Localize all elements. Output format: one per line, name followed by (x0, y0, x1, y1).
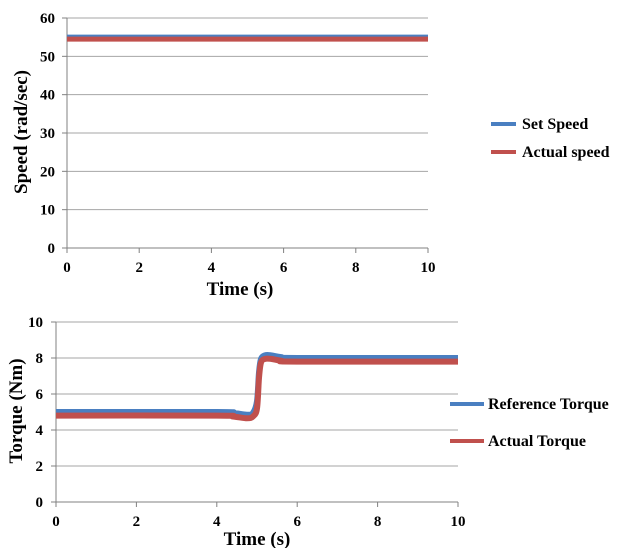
torque-legend: Reference Torque Actual Torque (450, 396, 609, 450)
speed-legend-label: Actual speed (522, 144, 610, 161)
speed-y-tick-label: 0 (48, 241, 56, 257)
speed-y-axis-title: Speed (rad/sec) (11, 70, 32, 194)
speed-x-tick-label: 6 (280, 260, 288, 276)
speed-y-tick-label: 60 (40, 11, 55, 27)
torque-y-tick-label: 6 (36, 387, 44, 403)
speed-x-tick-label: 0 (63, 260, 71, 276)
torque-y-tick-label: 10 (28, 315, 43, 331)
speed-legend-label: Set Speed (522, 116, 588, 133)
torque-chart: 0 2 4 6 8 10 0 2 4 6 8 10 Time (s) Torque (Nm) Refe… (6, 315, 609, 548)
torque-x-tick-label: 4 (213, 514, 221, 530)
speed-y-tick-label: 50 (40, 49, 55, 65)
torque-y-tick-label: 0 (36, 495, 44, 511)
speed-y-tick-label: 40 (40, 88, 55, 104)
speed-x-tick-label: 4 (208, 260, 216, 276)
torque-y-axis-title: Torque (Nm) (6, 358, 27, 463)
torque-x-tick-label: 6 (293, 514, 301, 530)
speed-legend: Set Speed Actual speed (491, 116, 610, 161)
speed-y-tick-label: 20 (40, 164, 55, 180)
torque-x-tick-label: 2 (133, 514, 141, 530)
torque-y-tick-label: 4 (36, 423, 44, 439)
speed-x-tick-label: 2 (135, 260, 143, 276)
speed-x-axis-title: Time (s) (207, 279, 274, 300)
torque-legend-label: Actual Torque (488, 433, 586, 450)
torque-legend-label: Reference Torque (488, 396, 609, 413)
speed-x-tick-label: 10 (421, 260, 436, 276)
torque-x-tick-label: 10 (451, 514, 466, 530)
torque-y-tick-label: 8 (36, 351, 44, 367)
speed-y-tick-label: 10 (40, 203, 55, 219)
torque-x-tick-label: 8 (374, 514, 382, 530)
speed-chart: 0 10 20 30 40 50 60 0 2 4 6 8 10 Time (s) Speed (rad… (11, 11, 610, 300)
torque-y-tick-label: 2 (36, 459, 44, 475)
speed-x-tick-label: 8 (352, 260, 360, 276)
torque-series-line-1 (55, 355, 459, 422)
torque-x-tick-label: 0 (52, 514, 60, 530)
torque-x-axis-title: Time (s) (224, 529, 291, 548)
speed-y-tick-label: 30 (40, 126, 55, 142)
